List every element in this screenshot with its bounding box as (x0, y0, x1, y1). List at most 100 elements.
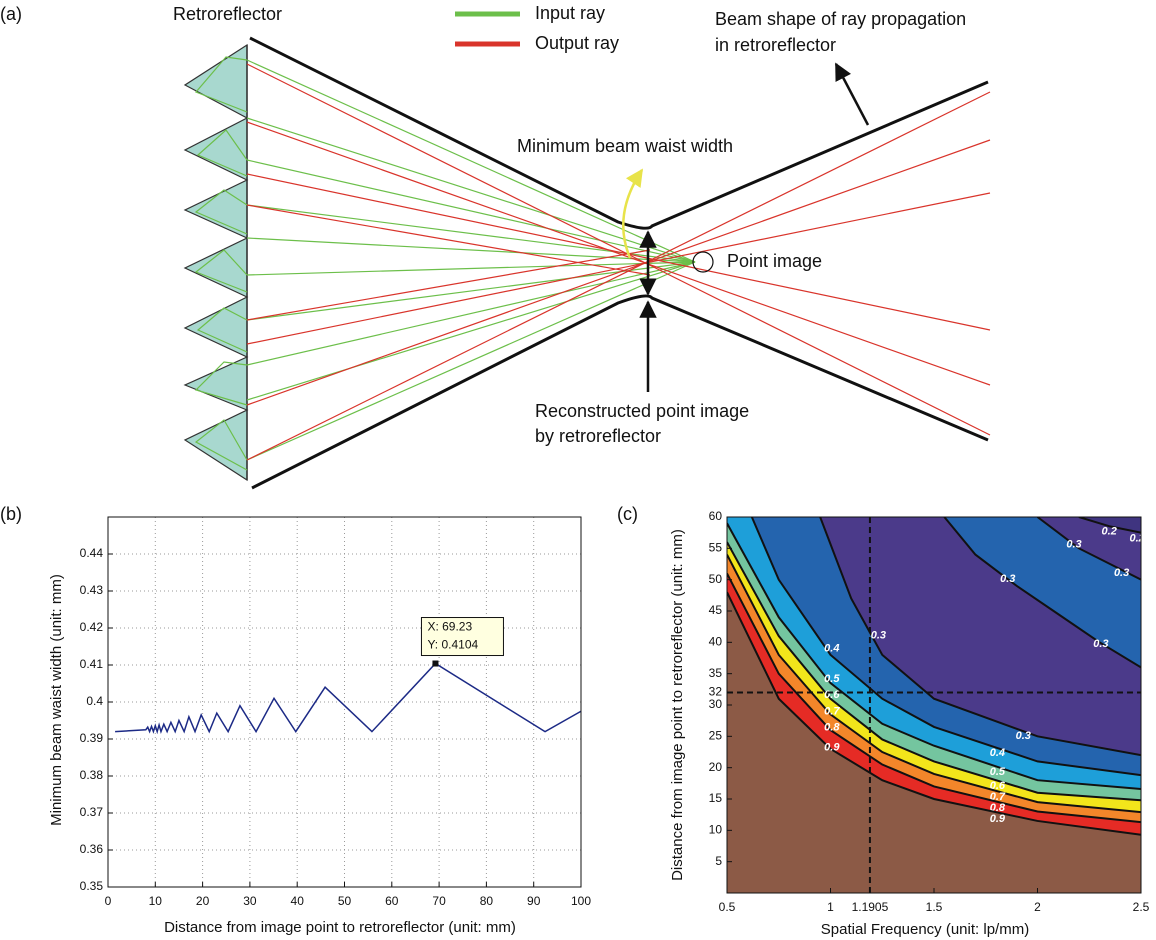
x-tick-label: 60 (385, 894, 399, 908)
x-tick-label: 20 (196, 894, 210, 908)
x-tick-label: 40 (291, 894, 305, 908)
contour-line (750, 517, 1141, 777)
contour-line (727, 541, 1141, 802)
output-ray (246, 173, 991, 331)
input-ray (246, 261, 696, 276)
label: by retroreflector (535, 426, 661, 446)
contour-label: 0.9 (824, 742, 840, 754)
y-tick-label: 55 (709, 541, 723, 555)
input-ray (246, 159, 696, 263)
y-tick-label: 50 (709, 572, 723, 586)
y-tick-label: 60 (709, 509, 723, 523)
y-axis-label: Minimum beam waist width (unit: mm) (48, 574, 65, 826)
y-tick-label: 0.41 (80, 657, 104, 671)
label: Point image (727, 251, 822, 271)
x-tick-label: 1 (827, 900, 834, 914)
x-tick-label: 2 (1034, 900, 1041, 914)
x-tick-label: 100 (571, 894, 591, 908)
contour-label: 0.7 (824, 705, 840, 717)
panel-label: (a) (0, 4, 22, 24)
y-tick-label: 25 (709, 729, 723, 743)
y-tick-label: 32 (709, 685, 723, 699)
contour-label: 0.2 (1102, 526, 1117, 538)
output-ray (246, 63, 991, 436)
output-ray (246, 91, 991, 461)
label: Beam shape of ray propagation (715, 9, 966, 29)
waist-pointer (622, 168, 644, 259)
plot-frame (726, 516, 1142, 894)
y-tick-label: 20 (709, 760, 723, 774)
input-ray (246, 237, 696, 263)
contour-label: 0.9 (990, 813, 1006, 825)
output-ray (246, 249, 651, 321)
beam-shape (249, 36, 989, 230)
input-ray (246, 117, 696, 263)
y-tick-label: 0.4 (86, 694, 103, 708)
x-tick-label: 0 (105, 894, 112, 908)
contour-line (727, 572, 1141, 824)
datatip-text: Y: 0.4104 (427, 638, 478, 652)
panel-label: (b) (0, 504, 22, 524)
input-ray (194, 249, 248, 293)
x-tick-label: 90 (527, 894, 541, 908)
x-tick-label: 50 (338, 894, 352, 908)
y-tick-label: 0.35 (80, 879, 104, 893)
contour-label: 0.4 (990, 747, 1005, 759)
y-tick-label: 45 (709, 603, 723, 617)
contour-label: 0.3 (1066, 539, 1081, 551)
label: Reconstructed point image (535, 401, 749, 421)
contour-label: 0.3 (1093, 638, 1108, 650)
y-tick-label: 0.36 (80, 842, 104, 856)
contour-line (1078, 517, 1141, 534)
y-tick-label: 0.44 (80, 546, 104, 560)
input-ray (246, 59, 696, 263)
contour-label: 0.6 (990, 780, 1006, 792)
x-tick-label: 1.1905 (852, 900, 889, 914)
input-ray (246, 261, 696, 366)
contour-label: 0.3 (1114, 567, 1129, 579)
y-tick-label: 10 (709, 823, 723, 837)
output-ray (246, 121, 991, 386)
label: in retroreflector (715, 35, 836, 55)
input-ray (194, 56, 248, 113)
y-axis-label: Distance from image point to retroreflec… (669, 529, 686, 881)
x-tick-label: 2.5 (1133, 900, 1150, 914)
y-tick-label: 5 (715, 854, 722, 868)
input-ray (196, 307, 248, 353)
x-axis-label: Spatial Frequency (unit: lp/mm) (821, 921, 1029, 938)
diagram: Input ray Output ray Retroreflector Beam… (173, 3, 991, 490)
contour-band (727, 592, 1141, 893)
legend-label: Input ray (535, 3, 605, 23)
y-tick-label: 15 (709, 791, 723, 805)
y-tick-label: 0.39 (80, 731, 104, 745)
contour-line (727, 591, 1141, 836)
y-tick-label: 0.37 (80, 805, 104, 819)
y-tick-label: 0.38 (80, 768, 104, 782)
contour-line (727, 554, 1141, 814)
plot-frame (107, 516, 582, 888)
contour-line (1036, 517, 1141, 581)
contour-label: 0.3 (871, 630, 886, 642)
contour-line (943, 517, 1141, 669)
contour-line (819, 517, 1141, 757)
input-ray (194, 419, 248, 471)
x-tick-label: 80 (480, 894, 494, 908)
y-tick-label: 0.43 (80, 583, 104, 597)
contour-label: 0.3 (1016, 730, 1031, 742)
contour-label: 0.8 (824, 722, 840, 734)
input-ray (194, 189, 248, 235)
contour-line (727, 522, 1141, 790)
legend-label: Output ray (535, 33, 619, 53)
label: Minimum beam waist width (517, 136, 733, 156)
x-tick-label: 1.5 (926, 900, 943, 914)
output-rays (246, 63, 991, 461)
y-tick-label: 30 (709, 697, 723, 711)
contour-label: 0.2 (1129, 532, 1144, 544)
x-axis-label: Distance from image point to retroreflec… (164, 919, 516, 936)
x-tick-label: 70 (432, 894, 446, 908)
contour-plot: 0.30.30.40.40.50.50.60.60.70.70.80.80.90… (727, 517, 1144, 893)
beam-shape (251, 294, 989, 490)
input-ray (246, 261, 696, 461)
data-line (115, 662, 582, 735)
